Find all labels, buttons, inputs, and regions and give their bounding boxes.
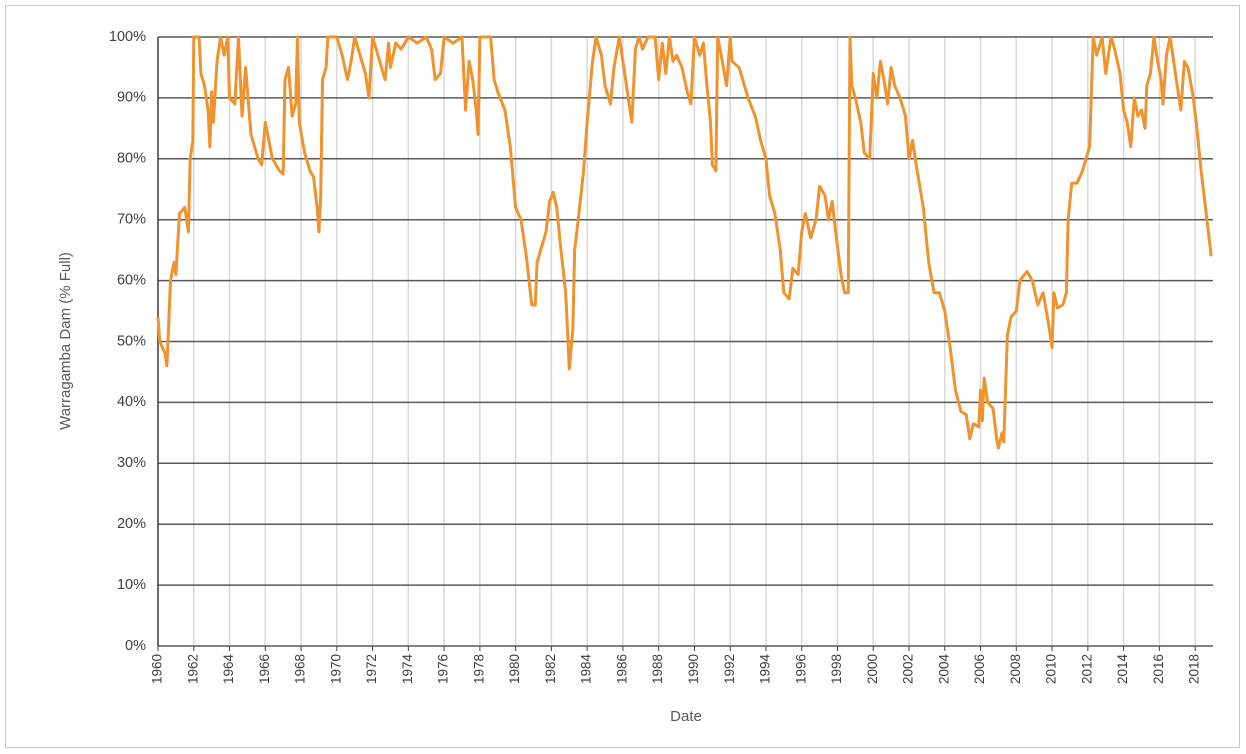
y-tick-label: 80% (117, 151, 146, 167)
plot (156, 35, 1213, 450)
x-tick-label: 2004 (936, 654, 951, 685)
y-tick-label: 40% (117, 394, 146, 410)
x-tick-label: 2010 (1044, 654, 1059, 684)
x-tick-label: 1996 (793, 654, 808, 684)
x-axis-title: Date (670, 708, 702, 725)
x-tick-label: 2006 (972, 654, 987, 684)
x-tick-label: 2014 (1115, 654, 1130, 685)
x-tick-label: 2002 (901, 654, 916, 684)
x-tick-label: 1994 (758, 654, 773, 685)
y-tick-label: 10% (117, 577, 146, 593)
y-tick-label: 30% (117, 455, 146, 471)
x-tick-label: 1988 (650, 654, 665, 684)
x-tick-label: 1978 (471, 654, 486, 684)
x-tick-label: 1982 (543, 654, 558, 684)
x-tick-label: 2016 (1151, 654, 1166, 684)
x-tick-label: 1960 (150, 654, 165, 684)
x-tick-label: 1972 (364, 654, 379, 684)
y-tick-label: 70% (117, 212, 146, 228)
y-tick-label: 60% (117, 272, 146, 288)
x-tick-label: 1976 (436, 654, 451, 684)
x-tick-label: 1974 (400, 654, 415, 685)
x-tick-label: 1980 (507, 654, 522, 684)
data-line (156, 35, 1213, 450)
x-tick-label: 1968 (293, 654, 308, 684)
x-tick-label: 1966 (257, 654, 272, 684)
y-axis-title: Warragamba Dam (% Full) (57, 252, 74, 430)
x-tick-label: 2000 (865, 654, 880, 684)
x-tick-label: 1998 (829, 654, 844, 684)
x-tick-label: 2012 (1079, 654, 1094, 684)
x-tick-label: 1992 (722, 654, 737, 684)
y-tick-label: 100% (109, 29, 146, 45)
x-tick-label: 1990 (686, 654, 701, 684)
x-tick-label: 2018 (1187, 654, 1202, 684)
y-tick-label: 90% (117, 90, 146, 106)
x-tick-label: 1962 (185, 654, 200, 684)
y-tick-label: 50% (117, 333, 146, 349)
x-tick-label: 1964 (221, 654, 236, 685)
grid: 1960 1962 1964 1966 1968 1970 1972 1974 1976 1978… (109, 29, 1213, 684)
x-tick-label: 1984 (579, 654, 594, 685)
x-tick-label: 1986 (614, 654, 629, 684)
y-tick-label: 20% (117, 516, 146, 532)
x-tick-label: 1970 (328, 654, 343, 684)
y-tick-label: 0% (125, 638, 146, 654)
x-tick-label: 2008 (1008, 654, 1023, 684)
